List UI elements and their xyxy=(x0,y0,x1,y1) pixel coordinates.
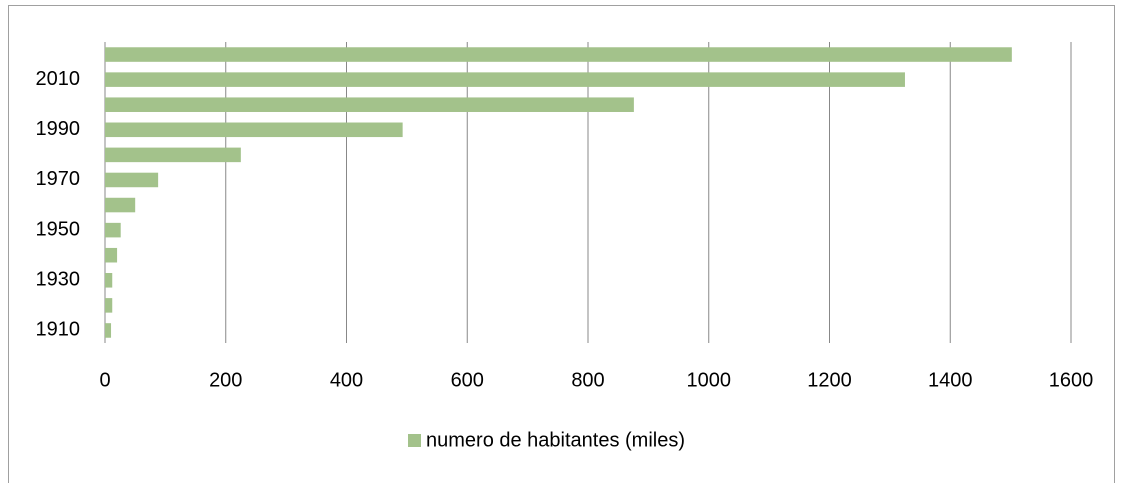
y-tick-label: 1950 xyxy=(36,218,81,240)
bar xyxy=(105,97,634,112)
x-tick-label: 200 xyxy=(209,369,242,391)
x-tick-label: 600 xyxy=(451,369,484,391)
x-tick-label: 800 xyxy=(571,369,604,391)
y-tick-label: 1930 xyxy=(36,269,81,291)
bar xyxy=(105,247,118,263)
y-tick-label: 1910 xyxy=(36,319,81,341)
y-tick-label: 2010 xyxy=(36,68,81,90)
y-tick-label: 1990 xyxy=(36,118,81,140)
bar xyxy=(105,72,905,87)
x-tick-label: 1200 xyxy=(807,369,852,391)
x-tick-label: 1000 xyxy=(687,369,732,391)
bar xyxy=(105,298,113,313)
bar xyxy=(105,147,241,163)
bar xyxy=(105,273,113,288)
bar xyxy=(105,122,403,138)
legend-swatch xyxy=(408,434,421,447)
x-tick-label: 1400 xyxy=(928,369,973,391)
bar xyxy=(105,172,159,188)
bar xyxy=(105,47,1012,62)
y-tick-label: 1970 xyxy=(36,168,81,190)
x-tick-label: 0 xyxy=(99,369,110,391)
x-tick-label: 400 xyxy=(330,369,363,391)
bar xyxy=(105,197,136,213)
bar xyxy=(105,222,121,238)
x-tick-label: 1600 xyxy=(1049,369,1094,391)
bar xyxy=(105,323,112,338)
legend-label: numero de habitantes (miles) xyxy=(426,429,685,451)
